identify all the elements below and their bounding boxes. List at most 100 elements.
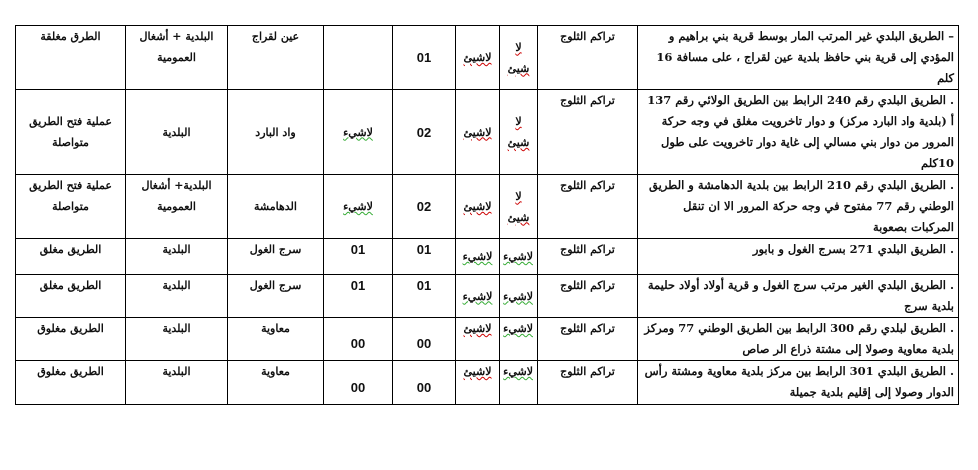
location-cell-text: الدهامشة: [254, 200, 297, 213]
count-cell: 01: [392, 274, 456, 318]
description-cell-text: . الطريق البلدي رقم 240 الرابط بين الطري…: [647, 93, 954, 170]
responsible-cell-text: البلدية: [162, 365, 191, 378]
count-cell: 01: [323, 274, 393, 318]
table-row: . الطريق لبلدي رقم 300 الرابط بين الطريق…: [15, 317, 959, 361]
cause-cell-text: تراكم الثلوج: [560, 322, 615, 335]
status-cell-text: الطريق مغلق: [39, 243, 102, 256]
description-cell: – الطريق البلدي غير المرتب المار بوسط قر…: [637, 25, 959, 90]
count-cell: 00: [323, 360, 393, 405]
status-cell: الطرق مغلقة: [15, 25, 126, 90]
status-cell: عملية فتح الطريق متواصلة: [15, 89, 126, 175]
cause-cell-text: تراكم الثلوج: [560, 279, 615, 292]
value-cell: لا شيئ: [499, 89, 538, 175]
count-cell: [323, 25, 393, 90]
cause-cell-text: تراكم الثلوج: [560, 179, 615, 192]
count-cell-text: 00: [416, 380, 432, 395]
cause-cell: تراكم الثلوج: [537, 25, 638, 90]
count-cell-text: 00: [350, 336, 366, 351]
status-cell-text: عملية فتح الطريق متواصلة: [29, 115, 112, 149]
responsible-cell-text: البلدية: [162, 125, 191, 139]
description-cell: . الطريق لبلدي رقم 300 الرابط بين الطريق…: [637, 317, 959, 361]
value-cell-text: لا شيئ: [507, 40, 530, 75]
responsible-cell: البلدية: [125, 317, 228, 361]
cause-cell: تراكم الثلوج: [537, 89, 638, 175]
value-cell: لاشيئ: [455, 25, 500, 90]
value-cell: لاشيء: [499, 317, 538, 361]
status-cell: الطريق مغلوق: [15, 360, 126, 405]
location-cell: معاوية: [227, 317, 324, 361]
count-cell: 00: [323, 317, 393, 361]
count-cell: 00: [392, 360, 456, 405]
value-cell-text: لاشيئ: [463, 125, 492, 139]
table-row: . الطريق البلدي رقم 240 الرابط بين الطري…: [15, 89, 959, 175]
responsible-cell: البلدية: [125, 89, 228, 175]
value-cell-text: لا شيئ: [507, 115, 530, 149]
count-cell-text: 00: [416, 336, 432, 351]
count-cell-text: 01: [416, 242, 432, 257]
location-cell: معاوية: [227, 360, 324, 405]
responsible-cell-text: البلدية + أشغال العمومية: [139, 30, 214, 64]
count-cell-text: 01: [416, 50, 432, 65]
value-cell-text: لاشيئ: [463, 200, 492, 213]
location-cell-text: واد البارد: [255, 125, 296, 139]
location-cell-text: معاوية: [261, 322, 290, 335]
cause-cell: تراكم الثلوج: [537, 174, 638, 239]
count-cell: 00: [392, 317, 456, 361]
value-cell-text: لا شيئ: [507, 189, 530, 224]
count-cell: 01: [392, 25, 456, 90]
location-cell: الدهامشة: [227, 174, 324, 239]
value-cell-text: لاشيء: [503, 365, 533, 378]
responsible-cell: البلدية+ أشغال العمومية: [125, 174, 228, 239]
description-cell-text: . الطريق البلدي الغير مرتب سرج الغول و ق…: [647, 278, 954, 313]
count-cell: 02: [392, 89, 456, 175]
status-cell-text: الطريق مغلق: [39, 279, 102, 292]
value-cell-text: لاشيء: [503, 289, 533, 303]
location-cell: سرج الغول: [227, 274, 324, 318]
responsible-cell: البلدية: [125, 238, 228, 275]
value-cell: لاشيء: [499, 360, 538, 405]
value-cell: لاشيئ: [455, 317, 500, 361]
status-cell-text: الطريق مغلوق: [37, 365, 104, 378]
cause-cell: تراكم الثلوج: [537, 317, 638, 361]
location-cell: عين لقراج: [227, 25, 324, 90]
responsible-cell-text: البلدية: [162, 243, 191, 256]
responsible-cell: البلدية + أشغال العمومية: [125, 25, 228, 90]
count-cell: لاشيء: [323, 174, 393, 239]
count-cell-text: لاشيء: [343, 125, 373, 139]
description-cell: . الطريق البلدي الغير مرتب سرج الغول و ق…: [637, 274, 959, 318]
count-cell: 02: [392, 174, 456, 239]
status-cell: عملية فتح الطريق متواصلة: [15, 174, 126, 239]
table-row: . الطريق البلدي الغير مرتب سرج الغول و ق…: [15, 274, 959, 318]
value-cell-text: لاشيء: [462, 289, 493, 303]
value-cell-text: لاشيء: [503, 250, 533, 263]
count-cell-text: 01: [350, 242, 366, 257]
table-row: . الطريق البلدي رقم 210 الرابط بين بلدية…: [15, 174, 959, 239]
value-cell-text: لاشيئ: [463, 51, 492, 64]
status-cell: الطريق مغلق: [15, 238, 126, 275]
responsible-cell-text: البلدية: [162, 322, 191, 335]
value-cell: لا شيئ: [499, 174, 538, 239]
description-cell: . الطريق البلدي 301 الرابط بين مركز بلدي…: [637, 360, 959, 405]
location-cell-text: عين لقراج: [251, 30, 300, 43]
location-cell: سرج الغول: [227, 238, 324, 275]
cause-cell-text: تراكم الثلوج: [560, 94, 615, 107]
value-cell: لاشيء: [499, 238, 538, 275]
cause-cell: تراكم الثلوج: [537, 360, 638, 405]
value-cell-text: لاشيئ: [463, 322, 492, 335]
count-cell-text: 01: [350, 278, 366, 293]
value-cell-text: لاشيء: [503, 322, 533, 335]
value-cell: لاشيء: [455, 274, 500, 318]
count-cell-text: 02: [416, 199, 432, 214]
description-cell-text: . الطريق البلدي 271 بسرج الغول و بابور: [752, 242, 954, 256]
count-cell: 01: [392, 238, 456, 275]
count-cell: 01: [323, 238, 393, 275]
road-status-table: – الطريق البلدي غير المرتب المار بوسط قر…: [15, 25, 959, 405]
value-cell: لاشيء: [455, 238, 500, 275]
description-cell-text: . الطريق لبلدي رقم 300 الرابط بين الطريق…: [644, 321, 954, 356]
status-cell-text: الطريق مغلوق: [37, 322, 104, 335]
table-row: – الطريق البلدي غير المرتب المار بوسط قر…: [15, 25, 959, 90]
responsible-cell: البلدية: [125, 360, 228, 405]
cause-cell: تراكم الثلوج: [537, 238, 638, 275]
responsible-cell: البلدية: [125, 274, 228, 318]
cause-cell-text: تراكم الثلوج: [560, 243, 615, 256]
